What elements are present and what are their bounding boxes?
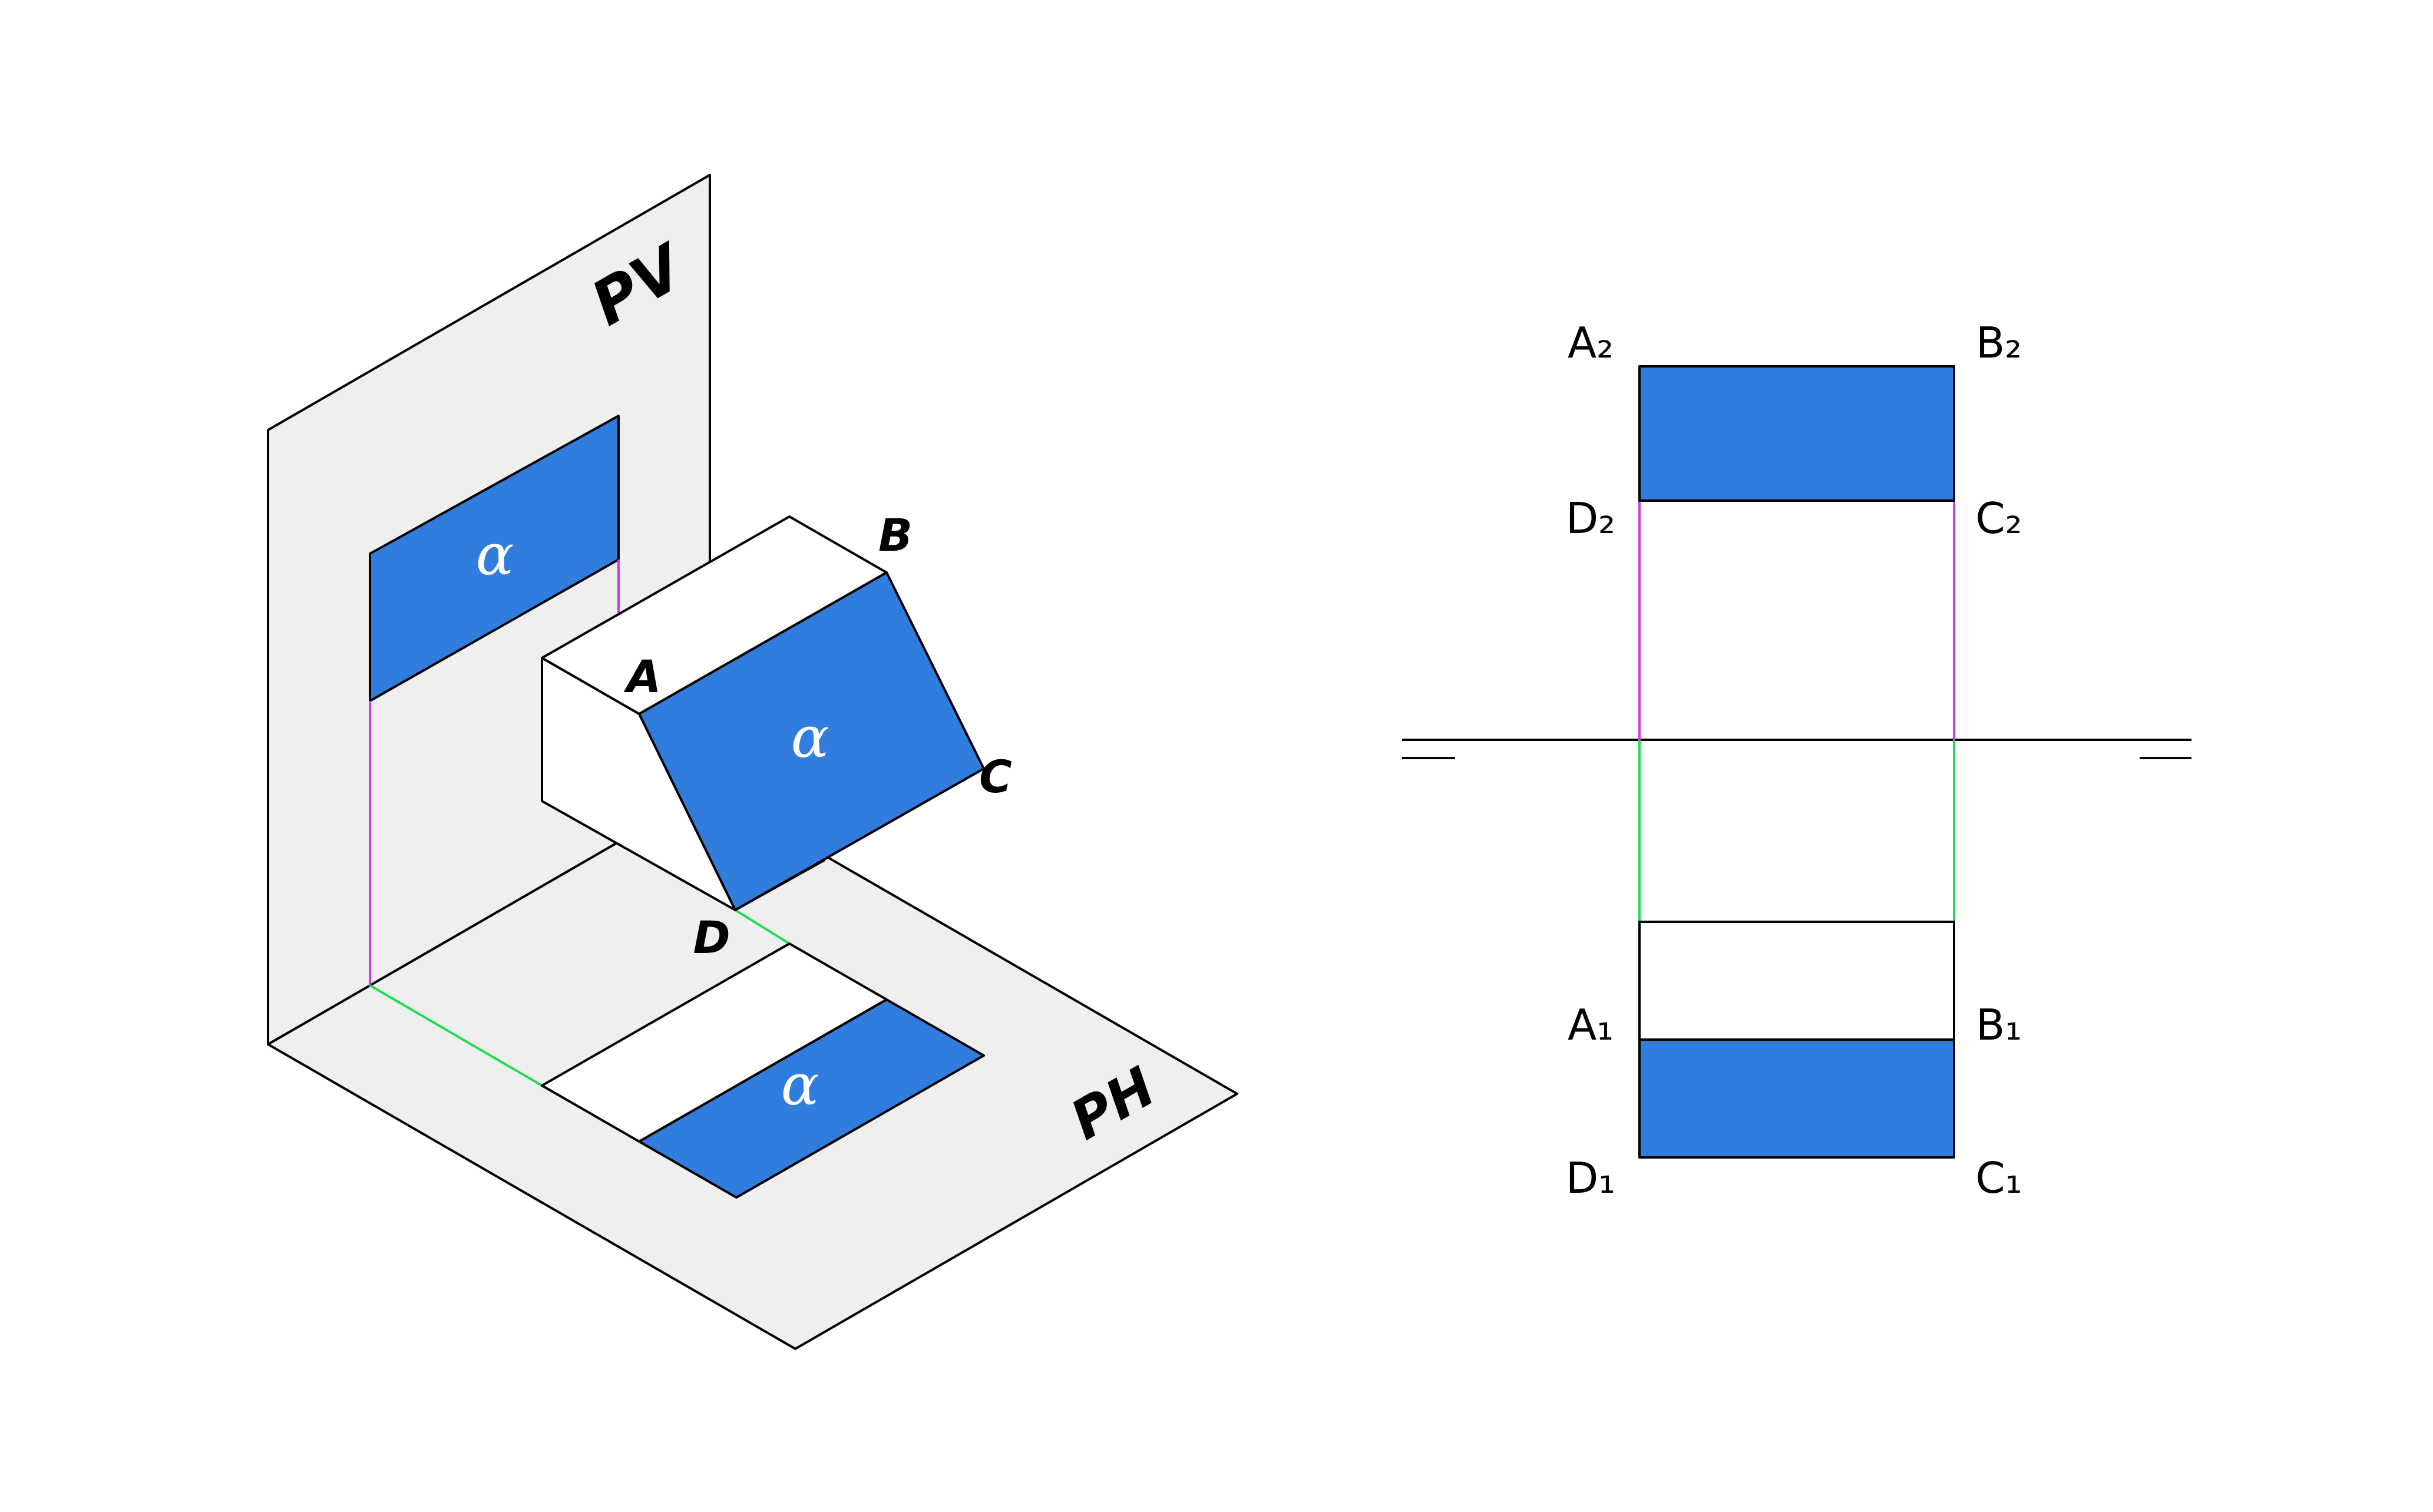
label-c2: C₂ (1975, 494, 2022, 543)
point-label-a: A (624, 650, 662, 703)
ph-face-projection (638, 998, 985, 1199)
label-d2: D₂ (1566, 494, 1615, 543)
ph-projector-right (734, 909, 791, 945)
label-c1: C₁ (1975, 1153, 2022, 1203)
vertical-projection-alpha (1638, 365, 1955, 502)
ph-projector-left (369, 984, 543, 1087)
point-label-b: B (878, 509, 913, 561)
label-d1: D₁ (1566, 1153, 1615, 1203)
horizontal-projection-top-face (1638, 921, 1955, 1041)
label-b2: B₂ (1976, 318, 2022, 368)
label-a2: A₂ (1568, 318, 1614, 368)
alpha-label-pv: α (476, 522, 514, 588)
alpha-label-solid: α (791, 704, 829, 770)
isometric-view: PV PH α α α A B C D (267, 174, 1238, 1350)
label-a1: A₁ (1568, 1000, 1614, 1050)
point-label-d: D (693, 911, 730, 964)
prism-hidden-bottom-edge (735, 859, 825, 911)
orthographic-view: A₂ B₂ D₂ C₂ A₁ B₁ D₁ C₁ (1402, 318, 2191, 1203)
point-label-c: C (979, 750, 1012, 803)
prism-inclined-face-alpha (638, 571, 985, 911)
alpha-label-ph: α (781, 1052, 819, 1118)
horizontal-projection-alpha (1638, 1038, 1955, 1159)
label-b1: B₁ (1976, 1000, 2022, 1050)
